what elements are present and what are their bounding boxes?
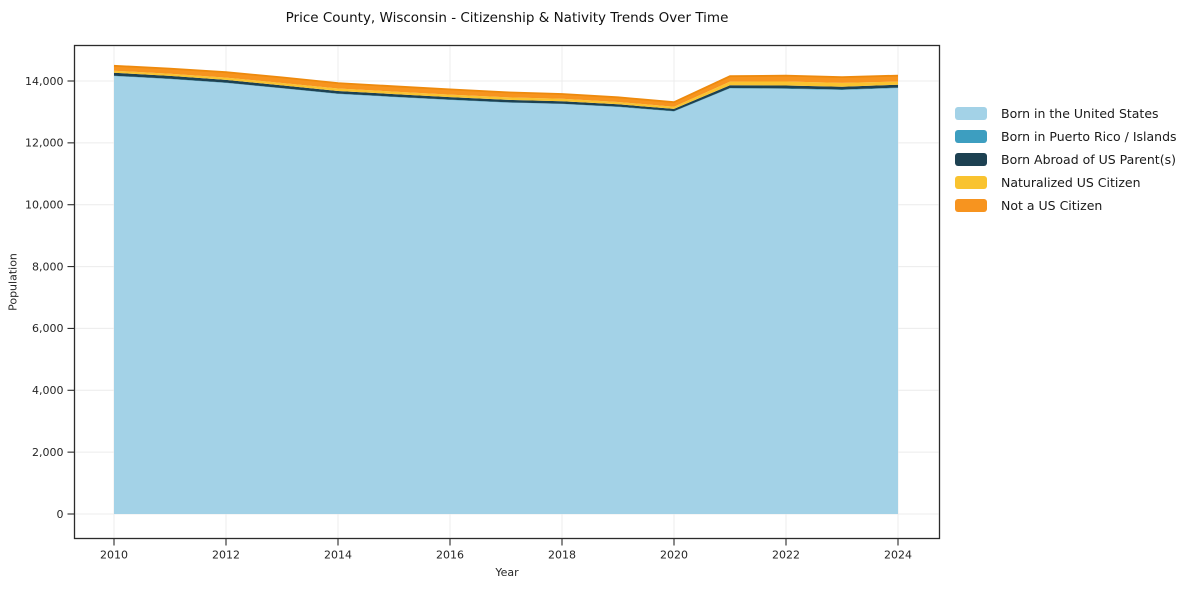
- y-axis-label: Population: [6, 253, 20, 311]
- y-tick-label: 4,000: [32, 384, 64, 397]
- plot-border: [73, 44, 941, 540]
- x-tick-label: 2010: [100, 549, 128, 562]
- legend-swatch-born-pr: [955, 130, 987, 143]
- legend-label: Not a US Citizen: [1001, 198, 1103, 213]
- x-tick-label: 2022: [772, 549, 800, 562]
- legend-swatch-naturalized: [955, 176, 987, 189]
- x-tick-label: 2024: [884, 549, 912, 562]
- y-tick-label: 8,000: [32, 260, 64, 273]
- legend-item: Not a US Citizen: [955, 198, 1177, 213]
- y-tick-label: 6,000: [32, 322, 64, 335]
- legend-label: Naturalized US Citizen: [1001, 175, 1141, 190]
- stack-top-edge: [113, 64, 899, 104]
- x-tick-label: 2016: [436, 549, 464, 562]
- legend-item: Naturalized US Citizen: [955, 175, 1177, 190]
- legend-item: Born in Puerto Rico / Islands: [955, 129, 1177, 144]
- area-born-us: [114, 76, 898, 514]
- x-tick-label: 2020: [660, 549, 688, 562]
- y-tick-label: 12,000: [25, 137, 64, 150]
- y-tick-label: 2,000: [32, 446, 64, 459]
- x-tick-label: 2012: [212, 549, 240, 562]
- legend-label: Born Abroad of US Parent(s): [1001, 152, 1176, 167]
- legend-item: Born Abroad of US Parent(s): [955, 152, 1177, 167]
- y-tick-label: 14,000: [25, 75, 64, 88]
- x-tick-label: 2014: [324, 549, 352, 562]
- y-tick-label: 0: [57, 508, 64, 521]
- legend: Born in the United States Born in Puerto…: [955, 106, 1177, 222]
- x-axis-label: Year: [495, 566, 519, 579]
- legend-swatch-born-us: [955, 107, 987, 120]
- legend-swatch-not-citizen: [955, 199, 987, 212]
- x-tick-label: 2018: [548, 549, 576, 562]
- legend-label: Born in Puerto Rico / Islands: [1001, 129, 1177, 144]
- legend-swatch-born-abroad: [955, 153, 987, 166]
- y-tick-label: 10,000: [25, 199, 64, 212]
- legend-item: Born in the United States: [955, 106, 1177, 121]
- chart-title: Price County, Wisconsin - Citizenship & …: [285, 10, 729, 26]
- legend-label: Born in the United States: [1001, 106, 1159, 121]
- plot-area: 0 2,000 4,000 6,000 8,000 10,000 12,000 14,000 2…: [25, 44, 941, 562]
